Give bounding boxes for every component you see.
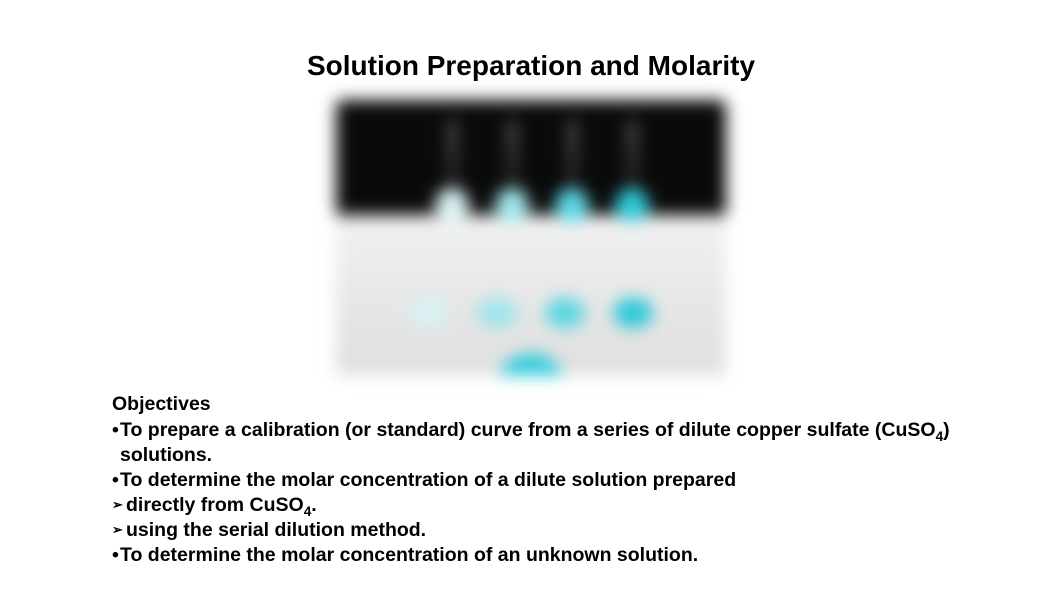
flask-bulb: [435, 188, 469, 222]
objective-text: To determine the molar concentration of …: [120, 468, 1002, 493]
bullet-icon: •: [112, 468, 120, 493]
petri-dish: [477, 298, 517, 328]
hero-image: [336, 100, 726, 375]
bullet-icon: •: [112, 418, 120, 468]
petri-dish: [613, 298, 653, 328]
objectives-heading: Objectives: [112, 392, 1002, 417]
objectives-list: •To prepare a calibration (or standard) …: [112, 418, 1002, 568]
objective-text: To prepare a calibration (or standard) c…: [120, 418, 1002, 468]
flask-neck: [508, 120, 517, 192]
chevron-icon: ➢: [112, 493, 126, 518]
objective-text: To determine the molar concentration of …: [120, 543, 1002, 568]
objective-item: •To prepare a calibration (or standard) …: [112, 418, 1002, 468]
chevron-icon: ➢: [112, 518, 126, 543]
flask-bulb: [615, 188, 649, 222]
flask-icon: [554, 120, 590, 222]
objective-text: directly from CuSO4.: [126, 493, 1002, 518]
petri-dish: [545, 298, 585, 328]
flask-neck: [448, 120, 457, 192]
petri-dish: [409, 298, 449, 328]
dish-row: [336, 298, 726, 328]
flask-neck: [568, 120, 577, 192]
slide-page: Solution Preparation and Molarity Object…: [0, 0, 1062, 598]
flask-icon: [494, 120, 530, 222]
objectives-block: Objectives •To prepare a calibration (or…: [112, 392, 1002, 568]
bullet-icon: •: [112, 543, 120, 568]
flask-bulb: [495, 188, 529, 222]
page-title: Solution Preparation and Molarity: [0, 0, 1062, 82]
flask-icon: [614, 120, 650, 222]
flask-bulb: [555, 188, 589, 222]
flask-icon: [434, 120, 470, 222]
objective-text: using the serial dilution method.: [126, 518, 1002, 543]
objective-item: •To determine the molar concentration of…: [112, 468, 1002, 493]
flask-neck: [628, 120, 637, 192]
objective-sub-item: ➢directly from CuSO4.: [112, 493, 1002, 518]
objective-item: •To determine the molar concentration of…: [112, 543, 1002, 568]
objective-sub-item: ➢using the serial dilution method.: [112, 518, 1002, 543]
hero-tabletop: [336, 215, 726, 375]
